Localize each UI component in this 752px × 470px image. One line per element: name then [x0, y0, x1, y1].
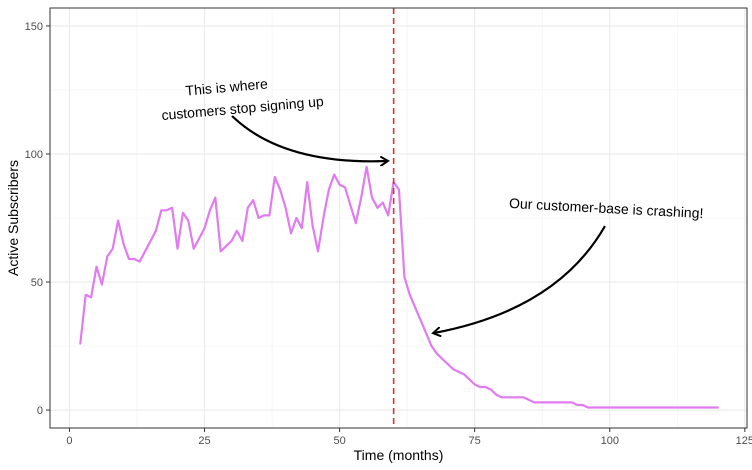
x-axis: 0 25 50 75 100 125	[66, 428, 752, 447]
y-tick-label: 100	[25, 149, 43, 161]
y-tick-label: 50	[31, 277, 43, 289]
annotation-1-arrow	[231, 115, 387, 161]
x-tick-label: 125	[736, 435, 752, 447]
x-tick-label: 50	[333, 435, 345, 447]
y-tick-label: 150	[25, 21, 43, 33]
series-line-0	[79, 165, 719, 409]
annotation-1-line-1: This is where	[185, 75, 269, 98]
x-tick-label: 75	[469, 435, 481, 447]
x-tick-label: 100	[601, 435, 619, 447]
y-axis: 0 50 100 150	[25, 21, 50, 417]
grid-major	[50, 8, 747, 428]
panel-border	[49, 7, 748, 429]
x-tick-label: 25	[198, 435, 210, 447]
x-tick-label: 0	[66, 435, 72, 447]
grid-minor	[50, 8, 747, 428]
y-tick-label: 0	[37, 405, 43, 417]
series-layer	[79, 165, 719, 409]
y-axis-title: Active Subscribers	[5, 160, 21, 276]
annotation-2-arrow	[434, 225, 606, 333]
x-axis-title: Time (months)	[354, 447, 444, 463]
